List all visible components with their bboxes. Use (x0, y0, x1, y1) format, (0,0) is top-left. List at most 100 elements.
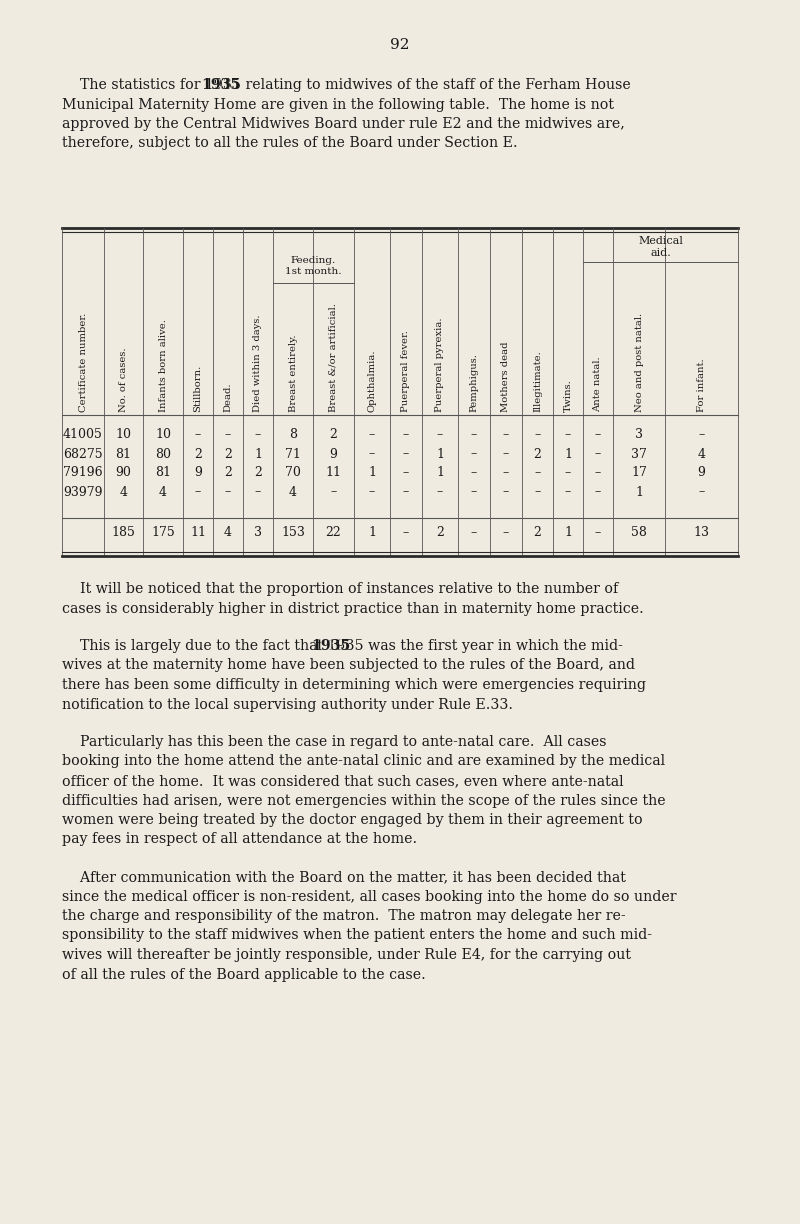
Text: –: – (403, 448, 409, 460)
Text: booking into the home attend the ante-natal clinic and are examined by the medic: booking into the home attend the ante-na… (62, 754, 665, 769)
Text: –: – (471, 526, 477, 540)
Text: 1935: 1935 (202, 78, 238, 92)
Text: 9: 9 (194, 466, 202, 480)
Text: 4: 4 (289, 486, 297, 498)
Text: 92: 92 (390, 38, 410, 51)
Text: Illegitimate.: Illegitimate. (533, 350, 542, 412)
Text: sponsibility to the staff midwives when the patient enters the home and such mid: sponsibility to the staff midwives when … (62, 929, 652, 942)
Text: 1: 1 (436, 448, 444, 460)
Text: 1: 1 (436, 466, 444, 480)
Text: 70: 70 (285, 466, 301, 480)
Text: –: – (195, 486, 201, 498)
Text: Breast &/or artificial.: Breast &/or artificial. (329, 304, 338, 412)
Text: After communication with the Board on the matter, it has been decided that: After communication with the Board on th… (62, 870, 626, 884)
Text: This is largely due to the fact that 1935 was the first year in which the mid-: This is largely due to the fact that 193… (62, 639, 623, 652)
Text: 68275: 68275 (63, 448, 103, 460)
Text: –: – (255, 428, 261, 442)
Text: Breast entirely.: Breast entirely. (289, 334, 298, 412)
Text: Medical
aid.: Medical aid. (638, 236, 683, 258)
Text: 3: 3 (254, 526, 262, 540)
Text: 1: 1 (368, 466, 376, 480)
Text: –: – (225, 486, 231, 498)
Text: –: – (369, 428, 375, 442)
Text: 11: 11 (326, 466, 342, 480)
Text: 2: 2 (436, 526, 444, 540)
Text: 2: 2 (534, 526, 542, 540)
Text: 17: 17 (631, 466, 647, 480)
Text: The statistics for 1935 relating to midwives of the staff of the Ferham House: The statistics for 1935 relating to midw… (62, 78, 630, 92)
Text: Stillborn.: Stillborn. (194, 365, 202, 412)
Text: 90: 90 (115, 466, 131, 480)
Text: Ante natal.: Ante natal. (594, 356, 602, 412)
Text: 9: 9 (330, 448, 338, 460)
Text: 4: 4 (159, 486, 167, 498)
Text: –: – (255, 486, 261, 498)
Text: 4: 4 (698, 448, 706, 460)
Text: –: – (534, 466, 541, 480)
Text: wives will thereafter be jointly responsible, under Rule E4, for the carrying ou: wives will thereafter be jointly respons… (62, 949, 631, 962)
Text: Pemphigus.: Pemphigus. (470, 354, 478, 412)
Text: 1935: 1935 (311, 639, 350, 652)
Text: 22: 22 (326, 526, 342, 540)
Text: 4: 4 (119, 486, 127, 498)
Text: 175: 175 (151, 526, 175, 540)
Text: officer of the home.  It was considered that such cases, even where ante-natal: officer of the home. It was considered t… (62, 774, 624, 788)
Text: 10: 10 (115, 428, 131, 442)
Text: For infant.: For infant. (697, 359, 706, 412)
Text: Infants born alive.: Infants born alive. (158, 319, 167, 412)
Text: 153: 153 (281, 526, 305, 540)
Text: –: – (698, 428, 705, 442)
Text: 81: 81 (155, 466, 171, 480)
Text: –: – (369, 486, 375, 498)
Text: Twins.: Twins. (563, 379, 573, 412)
Text: women were being treated by the doctor engaged by them in their agreement to: women were being treated by the doctor e… (62, 813, 642, 827)
Text: 13: 13 (694, 526, 710, 540)
Text: –: – (595, 428, 601, 442)
Text: 2: 2 (254, 466, 262, 480)
Text: –: – (534, 428, 541, 442)
Text: –: – (503, 526, 509, 540)
Text: there has been some difficulty in determining which were emergencies requiring: there has been some difficulty in determ… (62, 678, 646, 692)
Text: 9: 9 (698, 466, 706, 480)
Text: 10: 10 (155, 428, 171, 442)
Text: difficulties had arisen, were not emergencies within the scope of the rules sinc: difficulties had arisen, were not emerge… (62, 793, 666, 808)
Text: the charge and responsibility of the matron.  The matron may delegate her re-: the charge and responsibility of the mat… (62, 909, 626, 923)
Text: 1: 1 (254, 448, 262, 460)
Text: 2: 2 (194, 448, 202, 460)
Text: –: – (503, 448, 509, 460)
Text: –: – (403, 466, 409, 480)
Text: Municipal Maternity Home are given in the following table.  The home is not: Municipal Maternity Home are given in th… (62, 98, 614, 111)
Text: Ophthalmia.: Ophthalmia. (367, 350, 377, 412)
Text: –: – (437, 428, 443, 442)
Text: –: – (565, 428, 571, 442)
Text: Particularly has this been the case in regard to ante-natal care.  All cases: Particularly has this been the case in r… (62, 734, 606, 749)
Text: 1: 1 (368, 526, 376, 540)
Text: –: – (595, 526, 601, 540)
Text: It will be noticed that the proportion of instances relative to the number of: It will be noticed that the proportion o… (62, 581, 618, 596)
Text: 37: 37 (631, 448, 647, 460)
Text: 1: 1 (564, 448, 572, 460)
Text: 41005: 41005 (63, 428, 103, 442)
Text: –: – (503, 466, 509, 480)
Text: –: – (503, 428, 509, 442)
Text: pay fees in respect of all attendance at the home.: pay fees in respect of all attendance at… (62, 832, 417, 847)
Text: Feeding.
1st month.: Feeding. 1st month. (286, 256, 342, 277)
Text: –: – (471, 486, 477, 498)
Text: Certificate number.: Certificate number. (78, 313, 87, 412)
Text: 2: 2 (224, 466, 232, 480)
Text: Puerperal fever.: Puerperal fever. (402, 330, 410, 412)
Text: –: – (595, 448, 601, 460)
Text: –: – (565, 466, 571, 480)
Text: notification to the local supervising authority under Rule E.33.: notification to the local supervising au… (62, 698, 513, 711)
Text: –: – (534, 486, 541, 498)
Text: No. of cases.: No. of cases. (119, 348, 128, 412)
Text: –: – (471, 448, 477, 460)
Text: approved by the Central Midwives Board under rule E2 and the midwives are,: approved by the Central Midwives Board u… (62, 118, 625, 131)
Text: 79196: 79196 (63, 466, 103, 480)
Text: 185: 185 (111, 526, 135, 540)
Text: –: – (403, 526, 409, 540)
Text: 2: 2 (330, 428, 338, 442)
Text: –: – (437, 486, 443, 498)
Text: of all the rules of the Board applicable to the case.: of all the rules of the Board applicable… (62, 967, 426, 982)
Text: 1935: 1935 (202, 78, 241, 92)
